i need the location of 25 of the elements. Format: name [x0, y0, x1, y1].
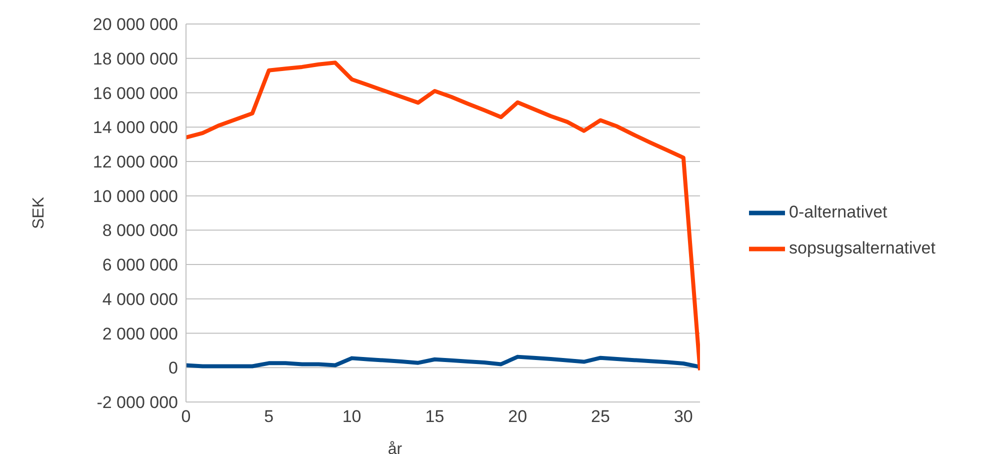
x-axis-title: år	[388, 441, 403, 454]
y-tick-label: 16 000 000	[92, 84, 178, 103]
x-tick-label: 25	[591, 407, 610, 426]
y-tick-label: 20 000 000	[92, 15, 178, 34]
y-tick-label: 18 000 000	[92, 49, 178, 68]
legend-label: 0-alternativet	[789, 202, 888, 222]
line-series	[186, 60, 700, 372]
y-tick-label: 6 000 000	[102, 256, 178, 275]
x-tick-label: 10	[342, 407, 362, 426]
y-tick-label: 4 000 000	[102, 290, 178, 309]
y-tick-label: -2 000 000	[96, 393, 178, 412]
x-tick-label: 30	[674, 407, 693, 426]
y-tick-label: 2 000 000	[102, 324, 178, 344]
line-series	[186, 354, 700, 369]
y-tick-label: 14 000 000	[92, 118, 178, 138]
y-axis-title: SEK	[30, 196, 48, 230]
y-tick-label: 8 000 000	[102, 221, 178, 240]
x-tick-label: 5	[264, 407, 274, 426]
legend-label: sopsugsalternativet	[789, 238, 936, 258]
x-tick-label: 15	[425, 407, 444, 426]
y-tick-label: 0	[168, 358, 178, 378]
x-tick-label: 20	[508, 407, 528, 426]
y-tick-label: 10 000 000	[92, 186, 178, 206]
x-tick-label: 0	[181, 407, 191, 426]
y-tick-label: 12 000 000	[92, 152, 178, 172]
